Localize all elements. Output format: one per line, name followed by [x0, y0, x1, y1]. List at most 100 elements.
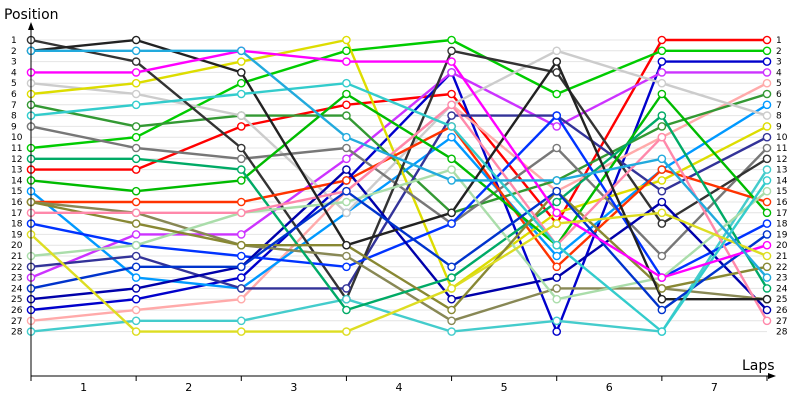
- series-point: [762, 89, 772, 99]
- series-point: [131, 154, 141, 164]
- series-point: [762, 219, 772, 228]
- series-point: [657, 186, 667, 196]
- series-point: [762, 111, 772, 120]
- series-point: [552, 262, 562, 272]
- series-point: [762, 68, 772, 77]
- series-point: [131, 197, 141, 207]
- x-axis-title: Laps: [742, 358, 775, 374]
- series-point: [342, 154, 351, 164]
- series-point: [342, 327, 351, 336]
- series-point: [657, 132, 667, 142]
- series-point: [447, 284, 456, 293]
- series-point: [762, 46, 772, 56]
- series-point: [131, 219, 141, 228]
- series-point: [657, 219, 667, 228]
- series-point: [447, 327, 456, 336]
- series-point: [762, 78, 772, 88]
- series-point: [552, 208, 562, 218]
- series-line: [31, 114, 769, 312]
- series-point: [762, 143, 772, 153]
- series-point: [552, 327, 562, 336]
- series-point: [236, 154, 246, 164]
- series-point: [236, 208, 246, 218]
- series-point: [131, 122, 141, 131]
- series-point: [131, 46, 141, 56]
- series-point: [762, 316, 772, 326]
- series-point: [342, 186, 351, 196]
- series-layer: [30, 38, 769, 333]
- series-line: [30, 71, 767, 279]
- series-point: [552, 176, 562, 185]
- series-point: [131, 68, 141, 77]
- series-point: [552, 284, 562, 293]
- series-point: [447, 165, 456, 174]
- series-point: [447, 294, 456, 304]
- series-point: [447, 176, 456, 185]
- series-point: [131, 35, 141, 45]
- series-line: [31, 38, 767, 225]
- series-point: [236, 165, 246, 174]
- series-point: [762, 262, 772, 272]
- series-point: [447, 208, 456, 218]
- y-tick-label-left: 14: [11, 176, 23, 186]
- y-tick-label-right: 28: [776, 328, 788, 338]
- series-point: [236, 111, 246, 120]
- series-point: [762, 305, 772, 315]
- x-tick-label: 4: [396, 381, 403, 394]
- series-point: [762, 273, 772, 282]
- y-tick-label-right: 25: [776, 295, 787, 305]
- series-point: [342, 143, 351, 153]
- y-tick-label-left: 22: [11, 263, 22, 273]
- series-point: [131, 143, 141, 153]
- series-point: [342, 111, 351, 120]
- y-tick-label-right: 13: [776, 166, 787, 176]
- series-point: [236, 251, 246, 261]
- series-line: [30, 189, 768, 312]
- series-point: [447, 111, 456, 120]
- series-point: [762, 122, 772, 131]
- series-point: [447, 262, 456, 272]
- y-tick-label-left: 8: [11, 112, 17, 122]
- series-point: [236, 89, 246, 99]
- series-point: [236, 262, 246, 272]
- y-tick-label-left: 26: [11, 306, 23, 316]
- series-point: [342, 132, 351, 142]
- y-tick-label-right: 19: [776, 230, 788, 240]
- series-point: [552, 240, 562, 250]
- series-point: [552, 89, 562, 99]
- y-tick-label-right: 2: [776, 47, 782, 57]
- series-point: [236, 78, 246, 88]
- series-point: [657, 68, 667, 77]
- series-point: [131, 284, 141, 293]
- series-point: [236, 57, 246, 66]
- y-tick-label-left: 9: [11, 122, 17, 132]
- series-point: [342, 100, 351, 110]
- series-point: [131, 316, 141, 326]
- series-point: [552, 46, 562, 56]
- series-line: [31, 49, 768, 279]
- x-tick-label: 6: [606, 381, 613, 394]
- series-point: [762, 208, 772, 218]
- series-point: [657, 305, 667, 315]
- series-point: [657, 197, 667, 207]
- series-point: [447, 273, 456, 282]
- series-point: [552, 273, 562, 282]
- y-tick-label-right: 5: [776, 79, 782, 89]
- y-axis-arrow: [28, 22, 34, 30]
- series-point: [342, 46, 351, 56]
- y-tick-label-right: 10: [776, 133, 788, 143]
- series-line: [30, 81, 768, 333]
- series-point: [131, 262, 141, 272]
- series-point: [762, 240, 772, 250]
- series-point: [552, 143, 562, 153]
- y-tick-label-left: 11: [11, 144, 22, 154]
- series-point: [552, 186, 562, 196]
- series-point: [131, 327, 141, 336]
- series-line: [31, 125, 768, 268]
- y-tick-label-left: 16: [11, 198, 23, 208]
- series-point: [342, 165, 351, 174]
- y-tick-label-left: 17: [11, 209, 22, 219]
- series-line: [30, 38, 768, 301]
